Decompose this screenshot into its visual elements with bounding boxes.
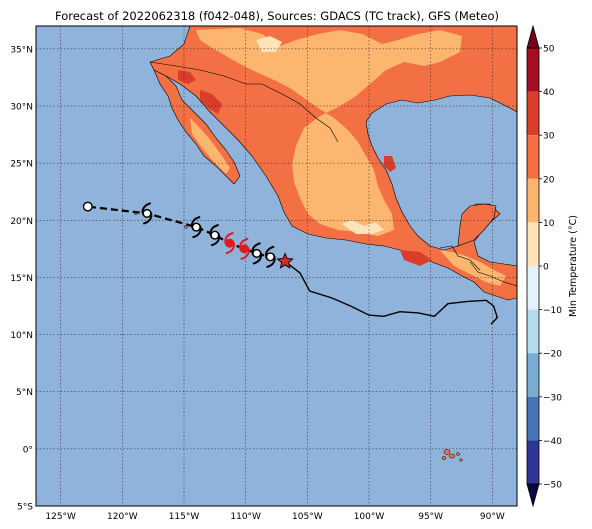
country-borders: [149, 61, 517, 287]
colorbar-tick-label: −30: [543, 393, 562, 403]
colorbar-tick-label: 40: [543, 88, 555, 98]
hurricane-symbol: [209, 224, 221, 247]
lon-tick-label: 115°W: [169, 512, 200, 522]
temp-band-10-20-baja: [190, 118, 230, 174]
yucatan-peninsula: [457, 203, 497, 247]
longitude-labels: 125°W 120°W 115°W 110°W 105°W 100°W 95°W 90°W: [45, 512, 504, 522]
colorbar-band: [527, 91, 539, 136]
hurricane-symbol: [224, 232, 235, 255]
map-panel: 35°N30°N25°N20°N15°N10°N5°N0°5°S 125°W 12…: [10, 25, 518, 522]
lon-tick-label: 105°W: [292, 512, 323, 522]
lat-tick-label: 10°N: [10, 331, 33, 341]
colorbar-tick-label: 20: [543, 175, 555, 185]
colorbar-label: Min Temperature (°C): [568, 215, 579, 317]
lat-tick-label: 5°N: [16, 388, 33, 398]
galapagos-islands: [441, 449, 463, 462]
temp-band-10-20-central-america: [440, 250, 506, 286]
cyclone-track: [82, 201, 499, 325]
current-position-star-marker: [276, 252, 294, 269]
lon-tick-label: 90°W: [480, 512, 505, 522]
colorbar-arrow-bottom: [526, 483, 540, 508]
colorbar-band: [527, 135, 539, 179]
lon-tick-label: 120°W: [107, 512, 138, 522]
temp-band-30-40-sonora: [200, 90, 222, 114]
lat-tick-label: 25°N: [10, 160, 33, 170]
colorbar-band: [527, 266, 539, 310]
hurricane-symbol: [265, 245, 276, 268]
colorbar-band: [527, 309, 539, 354]
colorbar-tick-label: 0: [543, 263, 549, 273]
latitude-labels: 35°N 30°N 25°N 20°N 15°N 10°N 5°N 0° 5°S: [10, 45, 33, 512]
gridlines: [36, 26, 517, 506]
colorbar-band: [527, 48, 539, 92]
temp-band-30-40-coast: [178, 70, 196, 84]
temp-band-30-40-yucatan: [400, 250, 432, 266]
colorbar-tick-label: 10: [543, 219, 555, 229]
lon-tick-label: 100°W: [354, 512, 385, 522]
hurricane-symbol: [141, 202, 153, 225]
lat-tick-label: 5°S: [17, 503, 33, 513]
colorbar: 50 40 30 20 10 0 −10 −20 −30 −40 −50: [526, 24, 562, 508]
lon-tick-label: 110°W: [230, 512, 261, 522]
forecast-end-circle-marker: [82, 201, 93, 212]
hurricane-symbol: [191, 216, 202, 239]
colorbar-tick-label: −10: [543, 306, 562, 316]
colorbar-tick-label: 50: [543, 45, 555, 55]
colorbar-band: [527, 396, 539, 441]
lat-tick-label: 0°: [23, 445, 33, 455]
colorbar-arrow-top: [526, 24, 540, 49]
colorbar-band: [527, 178, 539, 223]
lat-tick-label: 30°N: [10, 103, 33, 113]
temp-band-0-10: [342, 220, 384, 234]
lat-tick-label: 15°N: [10, 274, 33, 284]
temp-band-0-10-north: [256, 36, 282, 52]
lat-tick-label: 20°N: [10, 217, 33, 227]
colorbar-band: [527, 440, 539, 484]
lon-tick-label: 125°W: [45, 512, 76, 522]
colorbar-tick-label: −40: [543, 437, 562, 447]
temp-band-10-20: [196, 28, 462, 236]
figure-title: Forecast of 2022062318 (f042-048), Sourc…: [55, 9, 499, 23]
colorbar-tick-label: −50: [543, 481, 562, 491]
colorbar-tick-label: −20: [543, 350, 562, 360]
lat-tick-label: 35°N: [10, 45, 33, 55]
colorbar-band: [527, 222, 539, 266]
map-frame: [35, 25, 518, 507]
hurricane-symbol: [239, 237, 250, 260]
observed-track-line: [284, 260, 499, 325]
colorbar-tick-label: 30: [543, 132, 555, 142]
temp-band-30-40-east: [384, 156, 396, 172]
lon-tick-label: 95°W: [418, 512, 443, 522]
colorbar-band: [527, 353, 539, 397]
hurricane-symbol: [251, 242, 263, 265]
